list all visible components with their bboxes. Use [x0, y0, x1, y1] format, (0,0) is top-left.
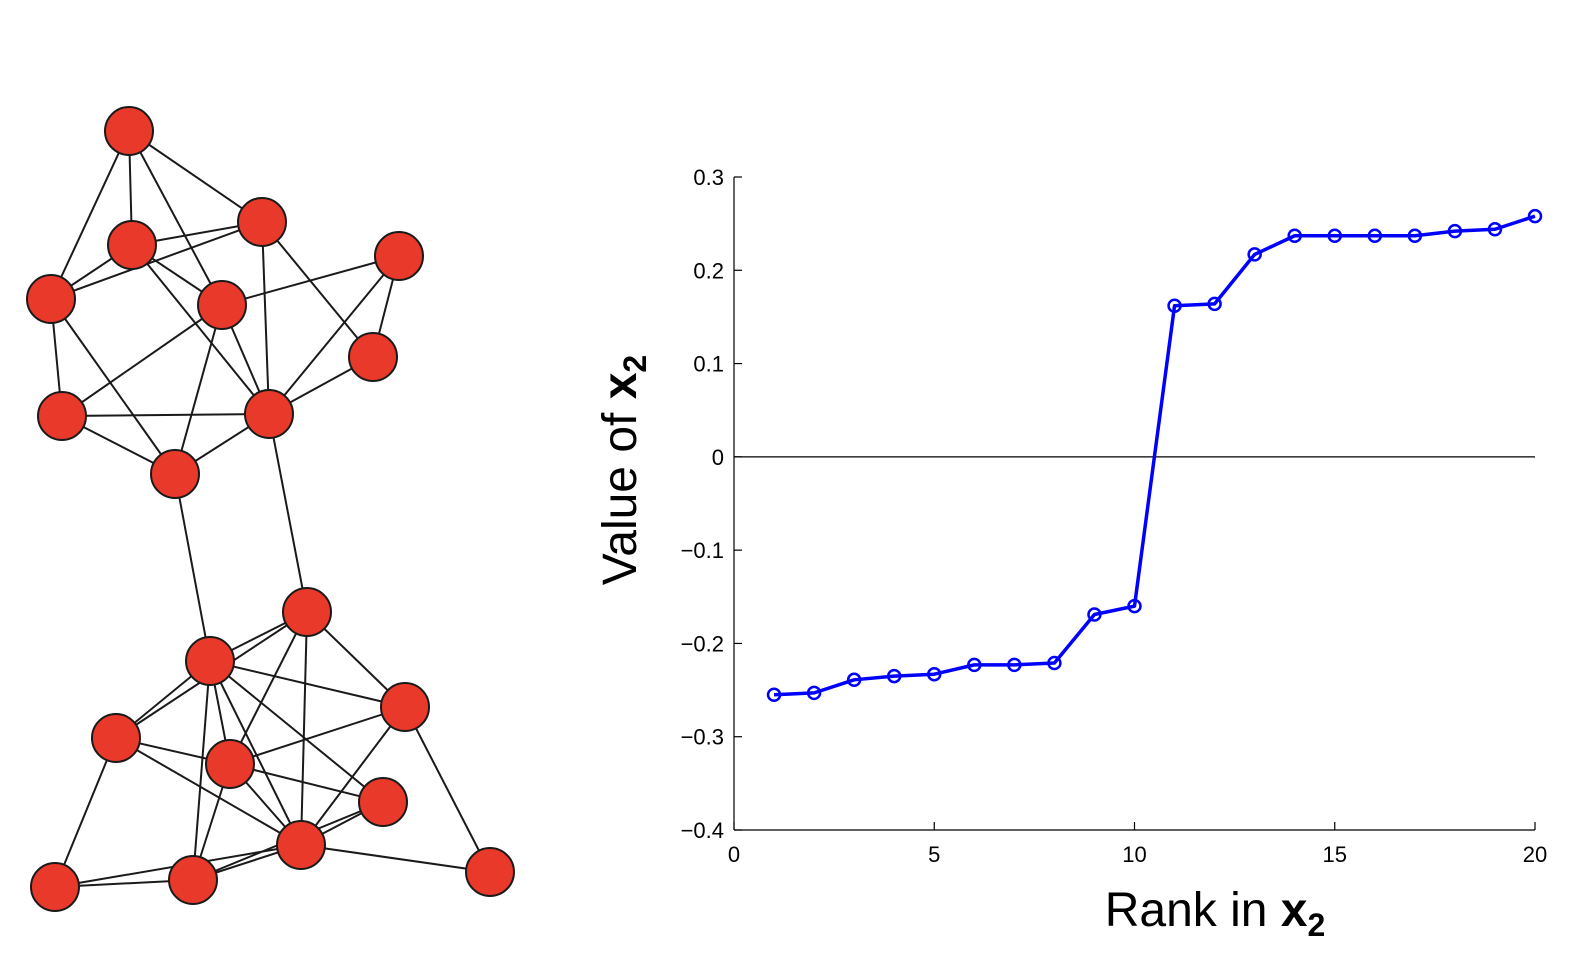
y-tick-label: −0.1 [681, 538, 724, 563]
graph-edge [229, 763, 384, 803]
y-tick-label: 0.1 [693, 352, 724, 377]
data-point [1407, 228, 1423, 244]
network-graph [26, 106, 515, 912]
data-point [1127, 598, 1142, 614]
graph-edge [128, 130, 263, 223]
graph-node [26, 274, 76, 324]
data-point [1527, 208, 1543, 224]
x-tick-label: 20 [1523, 842, 1547, 867]
graph-edge [50, 130, 130, 300]
data-point [967, 657, 982, 673]
graph-edge [300, 706, 406, 846]
data-point [1087, 607, 1102, 622]
y-axis-ticks: 0.3 0.2 0.1 0 −0.1 −0.2 −0.3 −0.4 [681, 165, 742, 843]
graph-edge [268, 413, 308, 613]
graph-edge [300, 611, 308, 846]
graph-node [374, 231, 424, 281]
y-tick-label: 0.2 [693, 258, 724, 283]
graph-node [244, 389, 294, 439]
data-point [1367, 228, 1383, 244]
graph-node [348, 332, 398, 382]
graph-node [185, 636, 235, 686]
graph-edge [209, 660, 384, 803]
graph-edge [261, 221, 374, 358]
x-tick-label: 0 [728, 842, 740, 867]
y-tick-label: −0.2 [681, 631, 724, 656]
graph-edge [115, 737, 302, 846]
graph-edge [192, 660, 211, 881]
data-point [927, 666, 942, 682]
graph-node [358, 777, 408, 827]
x-tick-label: 15 [1323, 842, 1347, 867]
data-point [1287, 228, 1302, 244]
graph-node [237, 197, 287, 247]
data-point [1047, 655, 1062, 671]
graph-node [465, 847, 515, 897]
x-axis-ticks: 0 5 10 15 20 [728, 822, 1547, 867]
series-markers [766, 208, 1543, 702]
graph-edge [61, 304, 223, 417]
graph-edge [209, 660, 406, 708]
x-axis-title: Rank in x2 [1105, 884, 1326, 943]
data-point [1487, 221, 1503, 237]
graph-node [91, 713, 141, 763]
graph-edge [174, 473, 211, 662]
graph-edge [61, 413, 270, 417]
graph-node [104, 106, 154, 156]
graph-edge [50, 298, 176, 475]
graph-node [168, 855, 218, 905]
graph-edge [209, 660, 302, 846]
series-line [773, 214, 1536, 697]
data-point [806, 685, 822, 701]
graph-edge [229, 706, 406, 765]
data-point [1207, 296, 1222, 312]
data-point [1327, 228, 1342, 244]
y-tick-label: −0.4 [681, 818, 724, 843]
graph-edge [404, 706, 491, 873]
y-tick-label: 0 [712, 445, 724, 470]
graph-edge [174, 304, 223, 475]
graph-node [380, 682, 430, 732]
data-point [766, 687, 782, 702]
graph-node [282, 587, 332, 637]
graph-node [150, 449, 200, 499]
data-point [1447, 223, 1463, 239]
graph-edge [261, 221, 270, 415]
graph-edge [300, 844, 491, 873]
graph-edge [128, 130, 223, 306]
x-tick-label: 10 [1122, 842, 1146, 867]
graph-edge [268, 255, 400, 415]
graph-node [276, 820, 326, 870]
graph-edge [54, 737, 117, 888]
graph-edge [50, 221, 263, 300]
graph-edge [131, 244, 270, 415]
graph-node [205, 739, 255, 789]
y-tick-label: −0.3 [681, 725, 724, 750]
graph-node [107, 220, 157, 270]
y-axis-title: Value of x2 [594, 355, 653, 585]
graph-node [197, 280, 247, 330]
y-tick-label: 0.3 [693, 165, 724, 190]
data-point [886, 668, 902, 684]
data-point [1167, 298, 1182, 313]
graph-edge [221, 255, 400, 306]
graph-node [37, 391, 87, 441]
data-point [846, 672, 862, 688]
graph-nodes [26, 106, 515, 912]
data-point [1247, 247, 1262, 262]
x-tick-label: 5 [928, 842, 940, 867]
graph-node [30, 862, 80, 912]
graph-edge [229, 611, 308, 765]
network-graph-panel [0, 0, 560, 964]
data-point [1007, 657, 1022, 673]
